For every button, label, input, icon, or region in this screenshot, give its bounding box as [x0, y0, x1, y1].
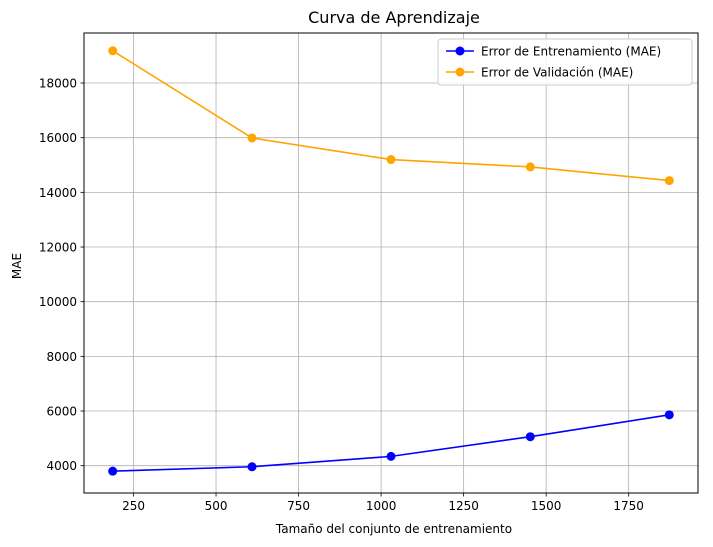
- data-point: [108, 466, 118, 476]
- y-tick-label: 18000: [39, 77, 77, 91]
- legend-marker: [455, 67, 465, 77]
- x-tick-label: 1500: [531, 499, 562, 513]
- data-point: [664, 410, 674, 420]
- y-tick-label: 10000: [39, 295, 77, 309]
- data-point: [108, 46, 118, 56]
- chart-title: Curva de Aprendizaje: [308, 8, 480, 27]
- y-axis-label: MAE: [10, 253, 24, 279]
- data-point: [386, 451, 396, 461]
- x-tick-label: 1250: [448, 499, 479, 513]
- data-point: [247, 133, 257, 143]
- data-point: [247, 462, 257, 472]
- y-tick-label: 4000: [46, 459, 77, 473]
- y-tick-label: 8000: [46, 350, 77, 364]
- legend-box: [437, 38, 693, 86]
- data-point: [386, 155, 396, 165]
- y-axis: 4000 6000 8000 10000 12000 14000 16000 18000: [39, 77, 84, 473]
- legend-label: Error de Validación (MAE): [481, 66, 633, 80]
- data-point: [525, 432, 535, 442]
- y-tick-label: 14000: [39, 186, 77, 200]
- legend-label: Error de Entrenamiento (MAE): [481, 45, 661, 59]
- data-point: [664, 176, 674, 186]
- data-point: [525, 162, 535, 172]
- y-tick-label: 16000: [39, 131, 77, 145]
- series-layer: [108, 46, 674, 476]
- x-tick-label: 1750: [613, 499, 644, 513]
- plot-frame: [83, 32, 699, 494]
- legend: Error de Entrenamiento (MAE) Error de Val…: [437, 38, 693, 86]
- legend-marker: [455, 46, 465, 56]
- x-tick-label: 500: [205, 499, 228, 513]
- x-axis: 250 500 750 1000 1250 1500 1750: [122, 493, 644, 513]
- x-tick-label: 1000: [366, 499, 397, 513]
- y-tick-label: 6000: [46, 405, 77, 419]
- x-tick-label: 750: [287, 499, 310, 513]
- x-tick-label: 250: [122, 499, 145, 513]
- grid-lines: [84, 33, 698, 493]
- x-axis-label: Tamaño del conjunto de entrenamiento: [275, 522, 512, 536]
- y-tick-label: 12000: [39, 241, 77, 255]
